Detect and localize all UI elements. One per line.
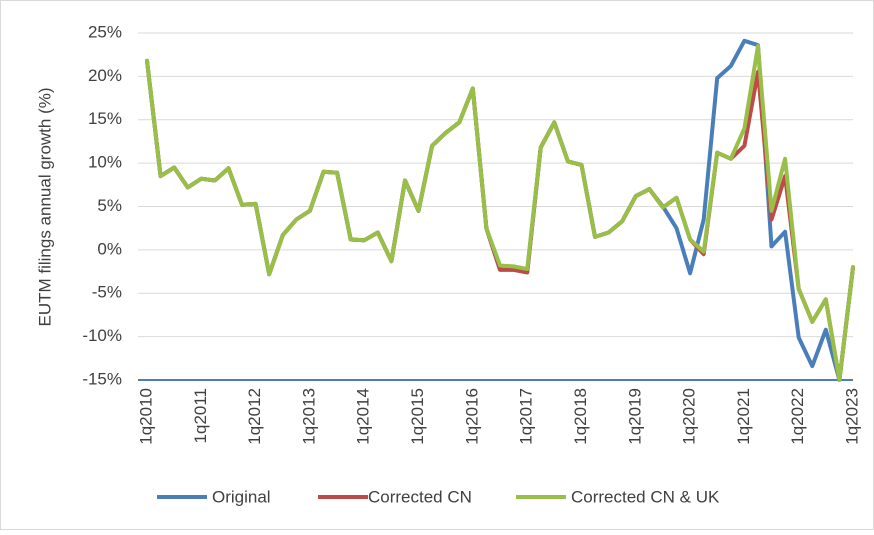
x-tick-label: 1q2022	[788, 388, 807, 445]
y-tick-label: 0%	[97, 239, 122, 258]
y-axis-label: EUTM filings annual growth (%)	[35, 87, 54, 326]
y-tick-label: 20%	[88, 66, 122, 85]
x-tick-label: 1q2015	[408, 388, 427, 445]
x-tick-label: 1q2017	[517, 388, 536, 445]
x-tick-label: 1q2018	[571, 388, 590, 445]
y-tick-label: -15%	[82, 369, 122, 388]
x-tick-label: 1q2021	[734, 388, 753, 445]
y-tick-label: 5%	[97, 196, 122, 215]
legend-label: Corrected CN	[368, 487, 472, 506]
x-tick-label: 1q2019	[625, 388, 644, 445]
x-tick-label: 1q2020	[680, 388, 699, 445]
y-tick-label: -10%	[82, 326, 122, 345]
x-tick-label: 1q2016	[462, 388, 481, 445]
y-tick-label: 15%	[88, 109, 122, 128]
x-tick-label: 1q2012	[245, 388, 264, 445]
y-tick-label: 10%	[88, 153, 122, 172]
y-tick-label: -5%	[92, 283, 122, 302]
x-tick-label: 1q2010	[136, 388, 155, 445]
x-tick-label: 1q2013	[299, 388, 318, 445]
series-line	[145, 44, 855, 382]
y-tick-label: 25%	[88, 22, 122, 41]
legend-label: Corrected CN & UK	[571, 487, 720, 506]
x-tick-label: 1q2011	[191, 388, 210, 443]
x-tick-label: 1q2023	[842, 388, 861, 445]
x-tick-label: 1q2014	[354, 388, 373, 445]
legend-label: Original	[212, 487, 271, 506]
